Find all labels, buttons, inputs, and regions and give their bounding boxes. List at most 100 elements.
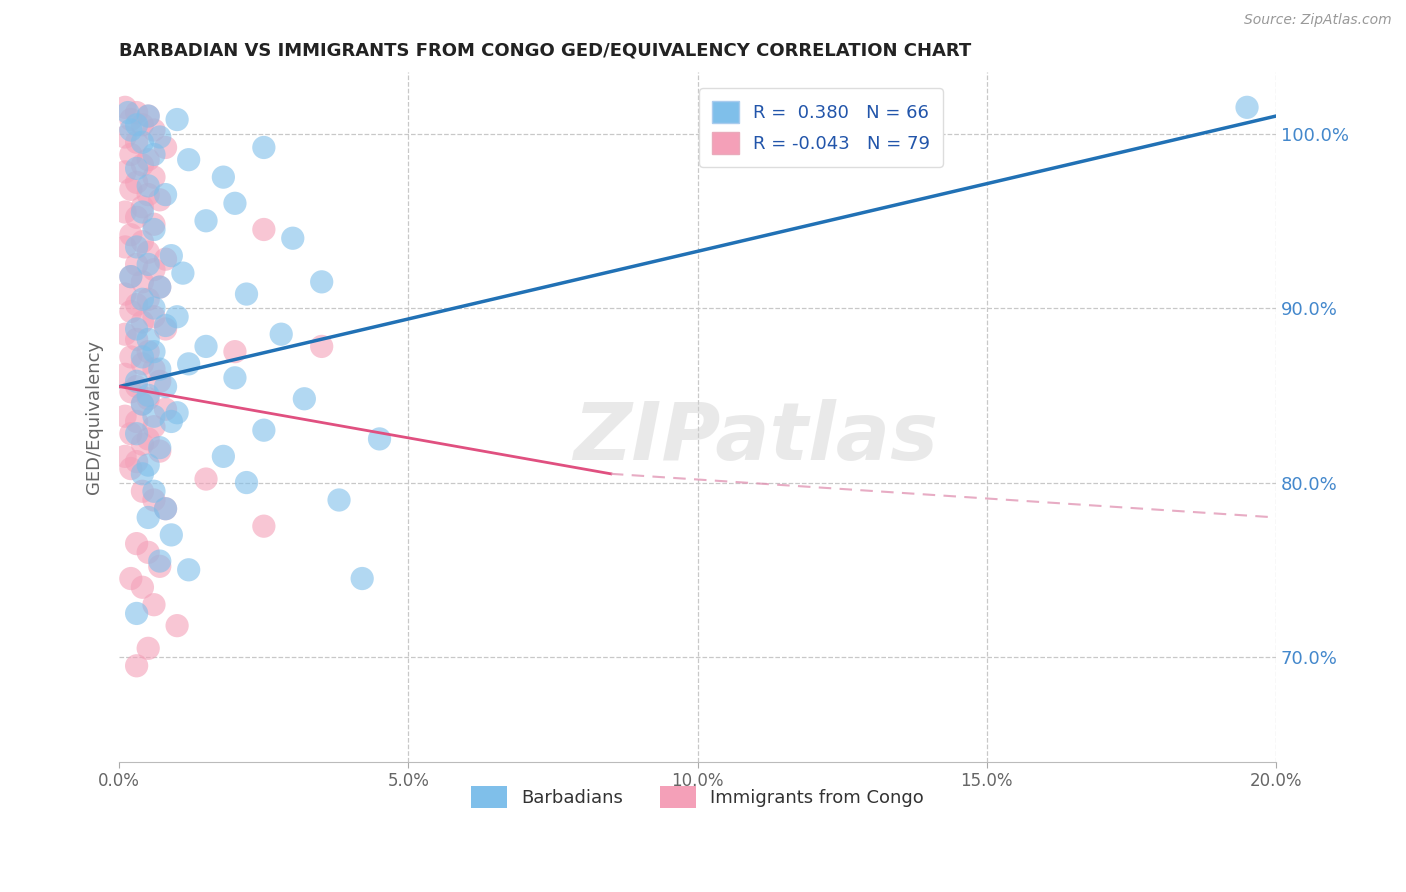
Point (143, 310, 166, 324)
Point (212, 170, 235, 185)
Point (155, 140, 177, 154)
Point (155, 322, 177, 336)
Point (136, 545, 159, 559)
Point (131, 397, 153, 411)
Point (136, 109, 159, 123)
Point (270, 327, 292, 342)
Point (155, 501, 177, 516)
Point (195, 472, 218, 486)
Point (311, 275, 333, 289)
Point (125, 379, 148, 393)
Point (131, 118, 153, 132)
Point (149, 444, 172, 458)
Point (136, 333, 159, 347)
Point (143, 222, 166, 236)
Point (131, 135, 153, 149)
Point (120, 112, 142, 127)
Point (177, 357, 200, 371)
Legend: Barbadians, Immigrants from Congo: Barbadians, Immigrants from Congo (464, 779, 931, 814)
Point (328, 493, 350, 508)
Point (143, 362, 166, 376)
Point (114, 327, 136, 342)
Point (143, 262, 166, 277)
Point (131, 205, 153, 219)
Point (125, 607, 148, 621)
Point (131, 235, 153, 249)
Point (125, 240, 148, 254)
Point (155, 402, 177, 417)
Point (125, 454, 148, 468)
Point (143, 409, 166, 424)
Point (143, 170, 166, 185)
Point (311, 339, 333, 353)
Point (149, 130, 172, 145)
Point (155, 501, 177, 516)
Point (125, 658, 148, 673)
Point (114, 165, 136, 179)
Point (136, 109, 159, 123)
Y-axis label: GED/Equivalency: GED/Equivalency (86, 340, 103, 494)
Point (120, 350, 142, 364)
Point (253, 423, 276, 437)
Point (120, 461, 142, 475)
Point (125, 211, 148, 225)
Point (172, 266, 194, 280)
Text: ZIPatlas: ZIPatlas (574, 399, 938, 477)
Point (117, 105, 139, 120)
Point (131, 357, 153, 371)
Point (120, 572, 142, 586)
Text: Source: ZipAtlas.com: Source: ZipAtlas.com (1244, 13, 1392, 28)
Point (352, 572, 374, 586)
Point (253, 140, 276, 154)
Point (143, 344, 166, 359)
Point (235, 287, 257, 301)
Point (149, 374, 172, 388)
Point (136, 641, 159, 656)
Point (235, 475, 257, 490)
Point (149, 441, 172, 455)
Point (131, 200, 153, 214)
Point (160, 528, 183, 542)
Point (136, 458, 159, 472)
Point (136, 510, 159, 524)
Point (155, 187, 177, 202)
Point (114, 130, 136, 145)
Point (155, 379, 177, 393)
Point (131, 275, 153, 289)
Point (125, 118, 148, 132)
Point (136, 432, 159, 446)
Point (155, 318, 177, 333)
Point (368, 432, 391, 446)
Point (149, 280, 172, 294)
Point (131, 437, 153, 451)
Point (149, 280, 172, 294)
Point (131, 397, 153, 411)
Point (143, 493, 166, 508)
Point (131, 580, 153, 594)
Point (136, 153, 159, 167)
Point (114, 100, 136, 114)
Point (253, 222, 276, 236)
Point (166, 112, 188, 127)
Point (125, 374, 148, 388)
Point (120, 426, 142, 441)
Point (177, 153, 200, 167)
Point (131, 315, 153, 329)
Point (136, 257, 159, 271)
Point (120, 384, 142, 399)
Point (136, 344, 159, 359)
Point (136, 178, 159, 193)
Point (114, 240, 136, 254)
Point (143, 419, 166, 434)
Point (125, 333, 148, 347)
Point (166, 406, 188, 420)
Point (149, 193, 172, 207)
Point (120, 269, 142, 284)
Point (166, 310, 188, 324)
Point (143, 123, 166, 137)
Point (177, 563, 200, 577)
Point (149, 559, 172, 574)
Point (125, 322, 148, 336)
Point (125, 414, 148, 428)
Point (212, 450, 235, 464)
